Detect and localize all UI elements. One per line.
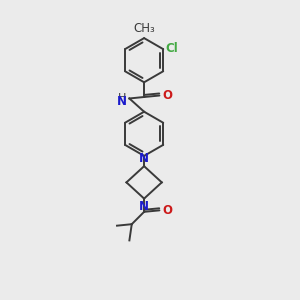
Text: CH₃: CH₃ [133,22,155,34]
Text: N: N [116,95,126,108]
Text: O: O [162,89,172,102]
Text: N: N [139,152,149,165]
Text: O: O [162,204,172,217]
Text: Cl: Cl [166,42,178,55]
Text: H: H [118,93,126,103]
Text: N: N [139,200,149,213]
